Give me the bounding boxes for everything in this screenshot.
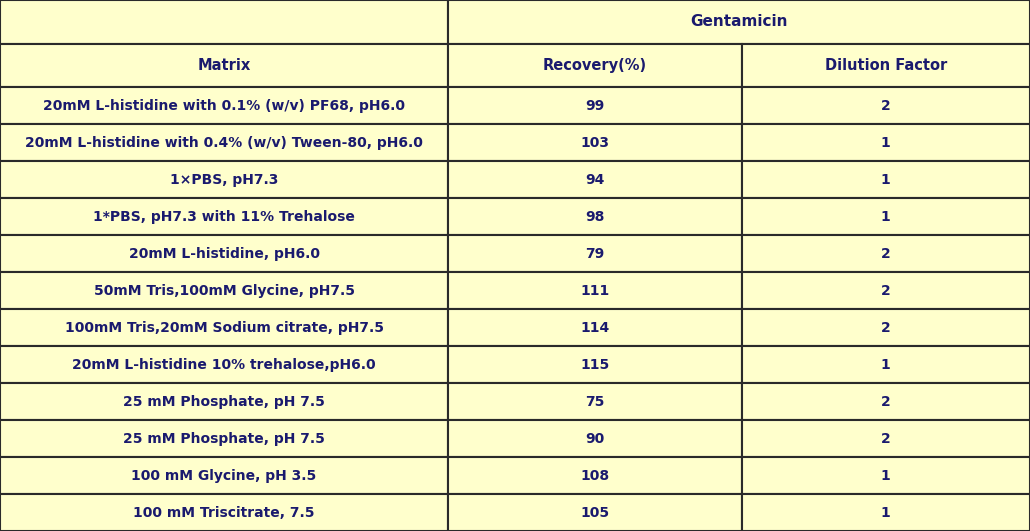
Text: 1: 1	[881, 357, 891, 372]
Bar	[742, 420, 1030, 457]
Bar	[448, 198, 742, 235]
Text: 98: 98	[585, 210, 605, 224]
Bar	[448, 44, 742, 87]
Text: 1: 1	[881, 506, 891, 519]
Bar	[448, 87, 742, 124]
Bar	[0, 87, 448, 124]
Bar	[0, 457, 448, 494]
Text: 20mM L-histidine with 0.4% (w/v) Tween-80, pH6.0: 20mM L-histidine with 0.4% (w/v) Tween-8…	[25, 135, 423, 150]
Text: 1: 1	[881, 173, 891, 186]
Bar	[0, 198, 448, 235]
Bar	[742, 124, 1030, 161]
Bar	[742, 309, 1030, 346]
Bar	[742, 272, 1030, 309]
Text: 25 mM Phosphate, pH 7.5: 25 mM Phosphate, pH 7.5	[124, 432, 324, 446]
Text: 1: 1	[881, 468, 891, 483]
Bar	[0, 383, 448, 420]
Bar	[448, 494, 742, 531]
Text: 2: 2	[881, 284, 891, 297]
Text: 75: 75	[585, 395, 605, 408]
Bar	[448, 0, 1030, 44]
Bar	[0, 44, 448, 87]
Text: Dilution Factor: Dilution Factor	[825, 58, 947, 73]
Bar	[0, 309, 448, 346]
Bar	[742, 44, 1030, 87]
Text: 94: 94	[585, 173, 605, 186]
Bar	[742, 198, 1030, 235]
Text: 2: 2	[881, 99, 891, 113]
Text: 100 mM Triscitrate, 7.5: 100 mM Triscitrate, 7.5	[133, 506, 315, 519]
Text: Recovery(%): Recovery(%)	[543, 58, 647, 73]
Text: 2: 2	[881, 321, 891, 335]
Text: 108: 108	[580, 468, 610, 483]
Text: 100 mM Glycine, pH 3.5: 100 mM Glycine, pH 3.5	[132, 468, 316, 483]
Bar	[742, 161, 1030, 198]
Bar	[0, 272, 448, 309]
Text: 115: 115	[580, 357, 610, 372]
Text: 100mM Tris,20mM Sodium citrate, pH7.5: 100mM Tris,20mM Sodium citrate, pH7.5	[65, 321, 383, 335]
Bar	[742, 457, 1030, 494]
Text: 20mM L-histidine, pH6.0: 20mM L-histidine, pH6.0	[129, 246, 319, 261]
Bar	[0, 346, 448, 383]
Text: Gentamicin: Gentamicin	[690, 14, 788, 29]
Bar	[742, 383, 1030, 420]
Text: 1: 1	[881, 210, 891, 224]
Bar	[742, 346, 1030, 383]
Text: 1: 1	[881, 135, 891, 150]
Text: 105: 105	[580, 506, 610, 519]
Bar	[448, 272, 742, 309]
Text: 1*PBS, pH7.3 with 11% Trehalose: 1*PBS, pH7.3 with 11% Trehalose	[93, 210, 355, 224]
Bar	[0, 124, 448, 161]
Bar	[448, 346, 742, 383]
Bar	[448, 420, 742, 457]
Bar	[0, 161, 448, 198]
Bar	[448, 457, 742, 494]
Bar	[448, 161, 742, 198]
Bar	[448, 383, 742, 420]
Text: 20mM L-histidine with 0.1% (w/v) PF68, pH6.0: 20mM L-histidine with 0.1% (w/v) PF68, p…	[43, 99, 405, 113]
Bar	[448, 309, 742, 346]
Bar	[0, 0, 448, 44]
Bar	[448, 235, 742, 272]
Bar	[0, 235, 448, 272]
Text: 25 mM Phosphate, pH 7.5: 25 mM Phosphate, pH 7.5	[124, 395, 324, 408]
Text: 2: 2	[881, 432, 891, 446]
Text: 1×PBS, pH7.3: 1×PBS, pH7.3	[170, 173, 278, 186]
Text: 99: 99	[585, 99, 605, 113]
Text: 114: 114	[580, 321, 610, 335]
Bar	[742, 494, 1030, 531]
Text: 50mM Tris,100mM Glycine, pH7.5: 50mM Tris,100mM Glycine, pH7.5	[94, 284, 354, 297]
Bar	[448, 124, 742, 161]
Bar	[742, 87, 1030, 124]
Text: 2: 2	[881, 246, 891, 261]
Text: 103: 103	[580, 135, 610, 150]
Text: 20mM L-histidine 10% trehalose,pH6.0: 20mM L-histidine 10% trehalose,pH6.0	[72, 357, 376, 372]
Text: 2: 2	[881, 395, 891, 408]
Text: Matrix: Matrix	[198, 58, 250, 73]
Text: 90: 90	[585, 432, 605, 446]
Text: 111: 111	[580, 284, 610, 297]
Bar	[742, 235, 1030, 272]
Bar	[0, 494, 448, 531]
Bar	[0, 420, 448, 457]
Text: 79: 79	[585, 246, 605, 261]
